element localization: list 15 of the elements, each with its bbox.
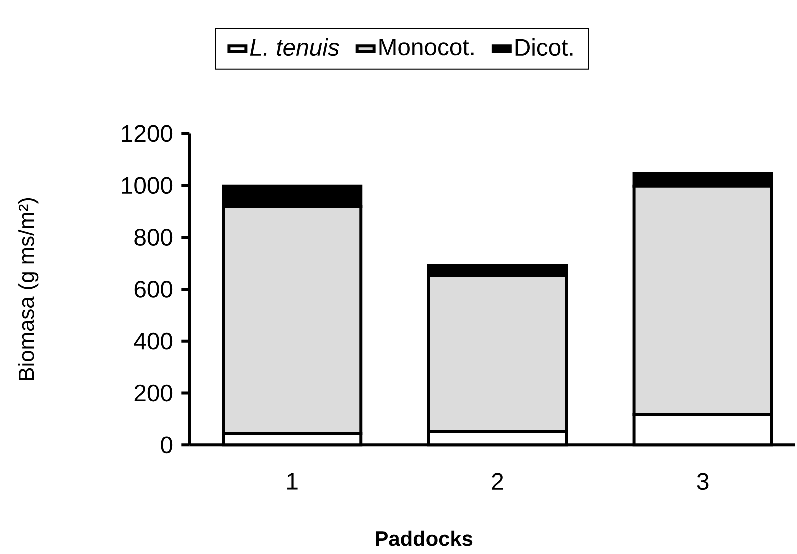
x-tick-label: 3 <box>697 473 709 490</box>
legend-label: Monocot. <box>380 38 474 56</box>
x-tick-label: 2 <box>492 473 504 490</box>
y-tick-label: 1000 <box>122 177 173 194</box>
legend-label: L. tenuis <box>250 38 340 56</box>
y-tick-label: 1200 <box>122 125 173 142</box>
x-tick-label: 1 <box>288 473 298 490</box>
y-axis-title: Biomasa (g ms/m²) <box>18 198 39 380</box>
legend-label: Dicot. <box>516 38 573 56</box>
y-tick-label: 800 <box>134 229 173 246</box>
y-tick-label: 600 <box>134 280 173 298</box>
y-tick-label: 0 <box>161 436 173 454</box>
y-tick-label: 400 <box>134 332 173 350</box>
y-tick-label: 200 <box>134 384 173 402</box>
x-axis-title: Paddocks <box>376 530 473 546</box>
